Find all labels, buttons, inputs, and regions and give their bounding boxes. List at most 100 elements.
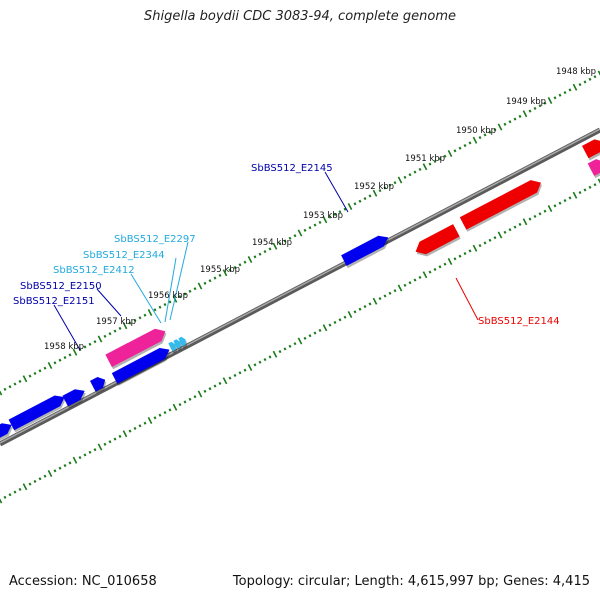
minor-tick xyxy=(378,297,382,301)
minor-tick xyxy=(533,106,537,110)
minor-tick xyxy=(68,461,72,465)
major-tick xyxy=(422,271,428,279)
minor-tick xyxy=(113,437,117,441)
minor-tick xyxy=(38,369,42,373)
major-tick xyxy=(147,417,153,424)
kbp-label: 1956 kbp xyxy=(148,291,188,301)
gene-label-e2145[interactable]: SbBS512_E2145 xyxy=(251,163,333,174)
minor-tick xyxy=(443,154,447,158)
minor-tick xyxy=(208,279,212,283)
major-tick xyxy=(322,216,328,224)
minor-tick xyxy=(438,157,442,161)
minor-tick xyxy=(403,283,407,287)
minor-tick xyxy=(528,217,532,221)
minor-tick xyxy=(368,302,372,306)
gene-label-e2144[interactable]: SbBS512_E2144 xyxy=(478,316,560,327)
minor-tick xyxy=(18,379,22,383)
major-tick xyxy=(397,284,403,292)
major-tick xyxy=(22,375,28,383)
minor-tick xyxy=(58,466,62,470)
minor-tick xyxy=(43,474,47,478)
minor-tick xyxy=(303,228,307,232)
gene-label-e2297[interactable]: SbBS512_E2297 xyxy=(114,234,196,245)
major-tick xyxy=(322,324,328,332)
major-tick xyxy=(597,178,600,184)
gene-label-e2151[interactable]: SbBS512_E2151 xyxy=(13,296,95,307)
minor-tick xyxy=(53,469,57,473)
minor-tick xyxy=(108,332,112,336)
major-tick xyxy=(272,242,278,250)
major-tick xyxy=(447,150,453,157)
major-tick xyxy=(372,297,378,305)
gene-reverse-edge xyxy=(582,139,600,159)
gene-forward-c xyxy=(90,377,106,392)
minor-tick xyxy=(133,426,137,430)
minor-tick xyxy=(468,141,472,145)
minor-tick xyxy=(218,273,222,277)
kbp-label: 1948 kbp xyxy=(556,67,596,77)
minor-tick xyxy=(483,241,487,245)
minor-tick xyxy=(428,162,432,166)
minor-tick xyxy=(513,117,517,121)
minor-tick xyxy=(393,181,397,185)
minor-tick xyxy=(193,287,197,291)
minor-tick xyxy=(268,355,272,359)
minor-tick xyxy=(218,381,222,385)
minor-tick xyxy=(288,236,292,240)
major-tick xyxy=(547,205,553,212)
leader-e2344 xyxy=(164,257,177,323)
gene-label-e2412[interactable]: SbBS512_E2412 xyxy=(53,265,135,276)
major-tick xyxy=(497,123,503,131)
kbp-label: 1950 kbp xyxy=(456,126,496,136)
minor-tick xyxy=(433,159,437,163)
minor-tick xyxy=(528,109,532,113)
minor-tick xyxy=(243,368,247,372)
gene-e2144 xyxy=(415,224,460,255)
minor-tick xyxy=(553,204,557,208)
minor-tick xyxy=(353,202,357,206)
gene-small xyxy=(178,336,186,347)
minor-tick xyxy=(153,416,157,420)
minor-tick xyxy=(233,373,237,377)
minor-tick xyxy=(138,424,142,428)
minor-tick xyxy=(228,376,232,380)
minor-tick xyxy=(358,199,362,203)
minor-tick xyxy=(363,305,367,309)
major-tick xyxy=(97,335,103,343)
minor-tick xyxy=(538,212,542,216)
minor-tick xyxy=(378,189,382,193)
gene-label-e2344[interactable]: SbBS512_E2344 xyxy=(83,250,165,261)
minor-tick xyxy=(503,122,507,126)
major-tick xyxy=(147,309,153,316)
major-tick xyxy=(197,390,203,398)
minor-tick xyxy=(118,326,122,330)
minor-tick xyxy=(513,225,517,229)
minor-tick xyxy=(588,77,592,81)
minor-tick xyxy=(343,315,347,319)
minor-tick xyxy=(558,201,562,205)
minor-tick xyxy=(83,453,87,457)
minor-tick xyxy=(108,440,112,444)
major-tick xyxy=(122,322,128,330)
minor-tick xyxy=(443,262,447,266)
minor-tick xyxy=(308,334,312,338)
minor-tick xyxy=(463,252,467,256)
major-tick xyxy=(547,97,553,104)
minor-tick xyxy=(203,281,207,285)
major-tick xyxy=(222,269,228,277)
minor-tick xyxy=(253,255,257,259)
major-tick xyxy=(247,256,253,263)
minor-tick xyxy=(168,408,172,412)
minor-tick xyxy=(258,360,262,364)
genome-backbone xyxy=(0,127,600,447)
gene-forward-b xyxy=(62,389,85,407)
minor-tick xyxy=(508,120,512,124)
minor-tick xyxy=(503,230,507,234)
gene-features xyxy=(0,139,600,441)
gene-label-e2150[interactable]: SbBS512_E2150 xyxy=(20,281,102,292)
minor-tick xyxy=(213,384,217,388)
minor-tick xyxy=(178,403,182,407)
minor-tick xyxy=(283,347,287,351)
minor-tick xyxy=(283,239,287,243)
minor-tick xyxy=(238,263,242,267)
